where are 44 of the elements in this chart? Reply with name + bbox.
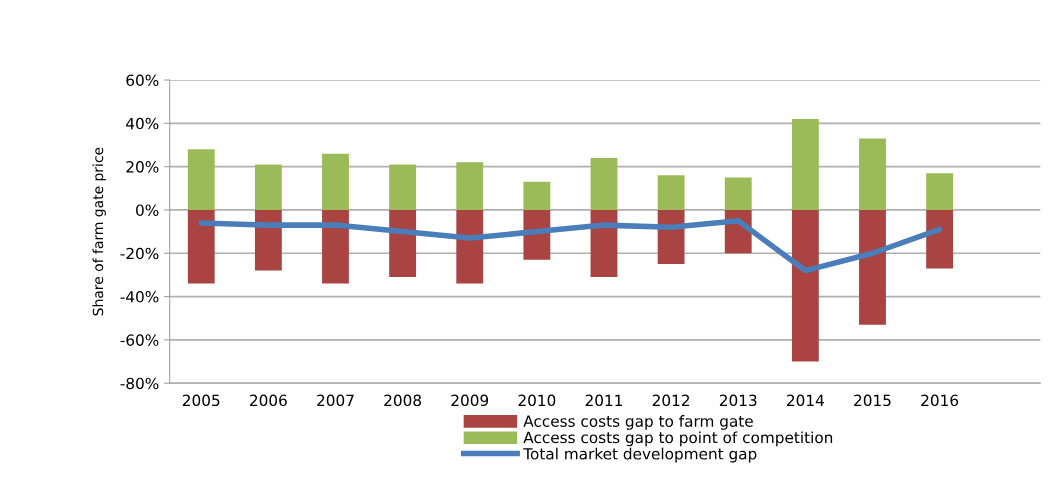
bar	[657, 175, 685, 210]
bar	[254, 209, 282, 271]
bar	[322, 209, 349, 284]
bar	[456, 162, 484, 210]
bar	[389, 209, 417, 278]
bar	[926, 209, 954, 269]
x-tick-label: 2014	[787, 394, 824, 407]
y-tick-label: 60%	[126, 74, 159, 87]
x-tick-label: 2013	[719, 394, 757, 407]
x-tick-label: 2011	[585, 394, 623, 407]
y-tick-label: -60%	[120, 334, 159, 346]
x-tick-label: 2010	[518, 394, 556, 407]
y-axis-title: Share of farm gate price	[92, 147, 106, 316]
x-tick-label: 2016	[921, 394, 959, 407]
x-tick-label: 2006	[250, 394, 287, 407]
bar	[590, 157, 618, 210]
legend-label: Access costs gap to point of competition	[523, 431, 833, 447]
y-tick-label: -80%	[120, 377, 159, 390]
legend-label: Access costs gap to farm gate	[523, 415, 753, 430]
bar	[724, 177, 752, 210]
y-tick-label: 20%	[126, 161, 159, 173]
bar	[859, 209, 886, 325]
x-tick-label: 2009	[451, 394, 489, 407]
x-tick-label: 2005	[182, 394, 220, 407]
bar	[322, 153, 349, 210]
x-tick-label: 2008	[384, 394, 422, 407]
x-tick-label: 2015	[854, 394, 891, 407]
bar	[523, 181, 551, 210]
bar	[456, 209, 484, 284]
y-tick-label: -40%	[120, 291, 159, 303]
bar	[926, 173, 954, 210]
legend-label: Total market development gap	[523, 447, 757, 463]
y-tick-label: -20%	[120, 247, 159, 260]
bar	[187, 149, 215, 210]
y-tick-label: 0%	[136, 204, 159, 216]
y-tick-label: 40%	[126, 117, 159, 130]
x-tick-label: 2012	[652, 394, 690, 407]
bar	[187, 209, 215, 284]
bar	[791, 209, 819, 362]
bar	[254, 164, 282, 210]
bar	[389, 164, 417, 210]
x-tick-label: 2007	[317, 394, 354, 407]
bar	[791, 119, 819, 210]
bar	[859, 138, 886, 210]
